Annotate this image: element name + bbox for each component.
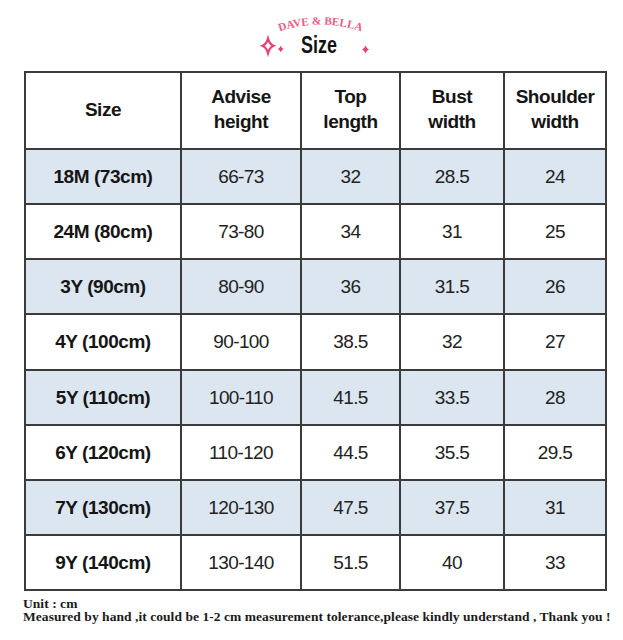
svg-text:DAVE & BELLA: DAVE & BELLA [277,15,365,34]
